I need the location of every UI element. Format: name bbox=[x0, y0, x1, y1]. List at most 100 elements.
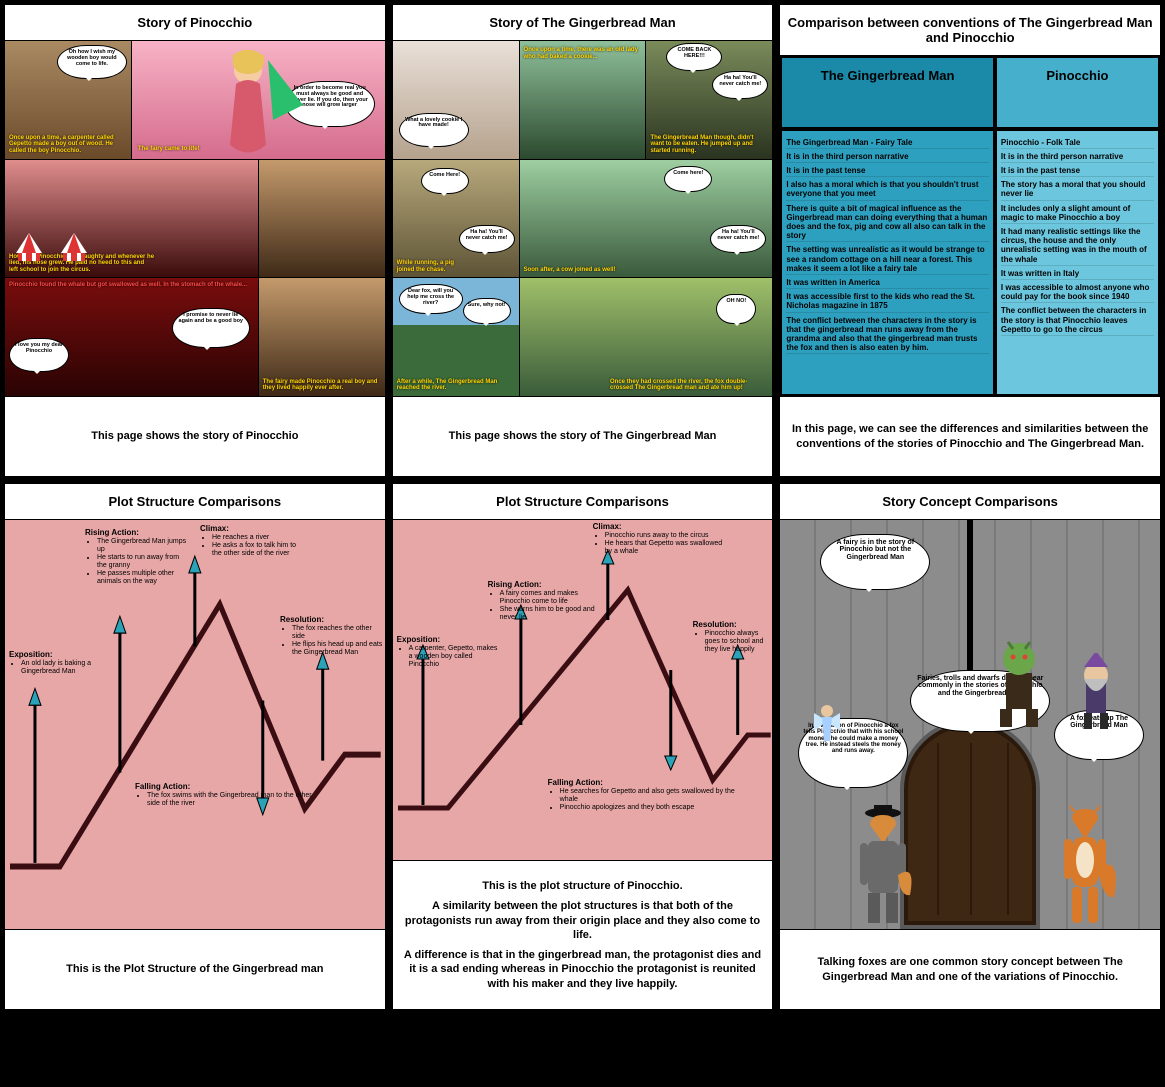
caption-text: Talking foxes are one common story conce… bbox=[790, 955, 1150, 984]
narration: Once upon a time, a carpenter called Gep… bbox=[7, 133, 129, 157]
li: He reaches a river bbox=[212, 534, 305, 542]
table-row: It is in the third person narrative bbox=[786, 151, 989, 163]
table-row: Pinocchio - Folk Tale bbox=[1001, 137, 1154, 149]
li: The Gingerbread Man jumps up bbox=[97, 538, 190, 554]
p5: The fairy made Pinocchio a real boy and … bbox=[259, 278, 385, 396]
g1: What a lovely cookie I have made! bbox=[393, 41, 519, 159]
table-row: It was written in Italy bbox=[1001, 268, 1154, 280]
lbl-resolution: Resolution: Pinocchio always goes to sch… bbox=[693, 620, 771, 654]
hd: Falling Action: bbox=[135, 782, 190, 791]
bubble: Come Here! bbox=[421, 168, 469, 194]
fox-suit-icon bbox=[850, 805, 916, 925]
caption-4: This is the Plot Structure of the Ginger… bbox=[5, 929, 385, 1009]
p1: Oh how I wish my wooden boy would come t… bbox=[5, 41, 131, 159]
table-row: The Gingerbread Man - Fairy Tale bbox=[786, 137, 989, 149]
caption-text: This page shows the story of Pinocchio bbox=[15, 429, 375, 443]
lbl-falling: Falling Action: He searches for Gepetto … bbox=[548, 778, 738, 812]
door-icon bbox=[900, 719, 1040, 929]
bubble: OH NO! bbox=[716, 294, 756, 324]
bubble: Dear fox, will you help me cross the riv… bbox=[399, 284, 463, 314]
cell-pinocchio-story: Story of Pinocchio Oh how I wish my wood… bbox=[4, 4, 386, 477]
dwarf-icon bbox=[1074, 653, 1118, 731]
fairy-small-icon bbox=[810, 701, 844, 749]
hd: Rising Action: bbox=[85, 528, 139, 537]
narration: Once upon a time, there was an old lady … bbox=[522, 45, 644, 62]
hd: Exposition: bbox=[9, 650, 53, 659]
p3: However, Pinocchio was naughty and whene… bbox=[5, 160, 258, 278]
g3: COME BACK HERE!!! Ha ha! You'll never ca… bbox=[646, 41, 772, 159]
comic-gbm: What a lovely cookie I have made! Once u… bbox=[393, 41, 773, 396]
p4: Pinocchio found the whale but got swallo… bbox=[5, 278, 258, 396]
plot-pin: Exposition: A carpenter, Gepetto, makes … bbox=[393, 520, 773, 860]
li: He flips his head up and eats the Ginger… bbox=[292, 641, 385, 657]
cell-comparison: Comparison between conventions of The Gi… bbox=[779, 4, 1161, 477]
body-6: A fairy is in the story of Pinocchio but… bbox=[780, 520, 1160, 929]
caption-1: This page shows the story of Pinocchio bbox=[5, 396, 385, 476]
li: She warns him to be good and never lie bbox=[500, 606, 603, 622]
table-row: There is quite a bit of magical influenc… bbox=[786, 203, 989, 243]
bubble: Come here! bbox=[664, 166, 712, 192]
lbl-rising: Rising Action: A fairy comes and makes P… bbox=[488, 580, 603, 622]
table-row: It is in the third person narrative bbox=[1001, 151, 1154, 163]
bubble: I love you my dear Pinocchio bbox=[9, 338, 69, 372]
tent-icon bbox=[15, 231, 43, 263]
narration: Soon after, a cow joined as well! bbox=[522, 265, 618, 276]
li: He starts to run away from the granny bbox=[97, 554, 190, 570]
title-5: Plot Structure Comparisons bbox=[393, 484, 773, 520]
comic-pinocchio: Oh how I wish my wooden boy would come t… bbox=[5, 41, 385, 396]
table-row: The conflict between the characters in t… bbox=[1001, 305, 1154, 336]
table-row: It had many realistic settings like the … bbox=[1001, 226, 1154, 266]
li: He passes multiple other animals on the … bbox=[97, 570, 190, 586]
title-1: Story of Pinocchio bbox=[5, 5, 385, 41]
narration: The fairy made Pinocchio a real boy and … bbox=[261, 377, 383, 394]
table-row: It includes only a slight amount of magi… bbox=[1001, 203, 1154, 224]
li: He searches for Gepetto and also gets sw… bbox=[560, 788, 738, 804]
bubble: Ha ha! You'll never catch me! bbox=[712, 71, 768, 99]
caption-2: This page shows the story of The Gingerb… bbox=[393, 396, 773, 476]
bubble: Sure, why not! bbox=[463, 298, 511, 324]
body-3: The Gingerbread Man Pinocchio The Ginger… bbox=[780, 56, 1160, 396]
li: A carpenter, Gepetto, makes a wooden boy… bbox=[409, 645, 502, 669]
bubble: Ha ha! You'll never catch me! bbox=[459, 225, 515, 253]
p2: In order to become real you must always … bbox=[132, 41, 385, 159]
table-row: The story has a moral that you should ne… bbox=[1001, 179, 1154, 200]
title-4: Plot Structure Comparisons bbox=[5, 484, 385, 520]
g7: OH NO! Once they had crossed the river, … bbox=[520, 278, 773, 396]
bubble: I promise to never lie again and be a go… bbox=[172, 308, 250, 348]
storyboard-grid: Story of Pinocchio Oh how I wish my wood… bbox=[0, 0, 1165, 1014]
li: An old lady is baking a Gingerbread Man bbox=[21, 660, 114, 676]
cell-plot-pin: Plot Structure Comparisons Exposition: A… bbox=[392, 483, 774, 1010]
th-pin: Pinocchio bbox=[995, 56, 1160, 129]
g6: Dear fox, will you help me cross the riv… bbox=[393, 278, 519, 396]
cell-plot-gbm: Plot Structure Comparisons Exposition: A… bbox=[4, 483, 386, 1010]
table-row: It was accessible first to the kids who … bbox=[786, 291, 989, 312]
th-gbm: The Gingerbread Man bbox=[780, 56, 995, 129]
hd: Exposition: bbox=[397, 635, 441, 644]
caption-text: A difference is that in the gingerbread … bbox=[403, 948, 763, 991]
col-gbm: The Gingerbread Man - Fairy Tale It is i… bbox=[780, 129, 995, 396]
bubble: COME BACK HERE!!! bbox=[666, 43, 722, 71]
bubble: A fairy is in the story of Pinocchio but… bbox=[820, 534, 930, 590]
plot-gbm: Exposition: An old lady is baking a Ging… bbox=[5, 520, 385, 929]
g2: Once upon a time, there was an old lady … bbox=[520, 41, 646, 159]
g4: Come Here! Ha ha! You'll never catch me!… bbox=[393, 160, 519, 278]
plot-mountain-icon bbox=[5, 520, 385, 929]
caption-6: Talking foxes are one common story conce… bbox=[780, 929, 1160, 1009]
lbl-exposition: Exposition: A carpenter, Gepetto, makes … bbox=[397, 635, 502, 669]
lbl-resolution: Resolution: The fox reaches the other si… bbox=[280, 615, 385, 657]
table-row: It is in the past tense bbox=[1001, 165, 1154, 177]
li: A fairy comes and makes Pinocchio come t… bbox=[500, 590, 603, 606]
lbl-climax: Climax: He reaches a river He asks a fox… bbox=[200, 524, 305, 558]
bubble: Oh how I wish my wooden boy would come t… bbox=[57, 45, 127, 79]
narration: The fairy came to life! bbox=[136, 144, 202, 155]
bubble: Ha ha! You'll never catch me! bbox=[710, 225, 766, 253]
table-row: It was written in America bbox=[786, 277, 989, 289]
col-pin: Pinocchio - Folk Tale It is in the third… bbox=[995, 129, 1160, 396]
p3b bbox=[259, 160, 385, 278]
hd: Falling Action: bbox=[548, 778, 603, 787]
caption-3: In this page, we can see the differences… bbox=[780, 396, 1160, 476]
narration: After a while, The Gingerbread Man reach… bbox=[395, 377, 517, 394]
caption-text: In this page, we can see the differences… bbox=[790, 422, 1150, 451]
li: Pinocchio always goes to school and they… bbox=[705, 630, 771, 654]
body-1: Oh how I wish my wooden boy would come t… bbox=[5, 41, 385, 396]
